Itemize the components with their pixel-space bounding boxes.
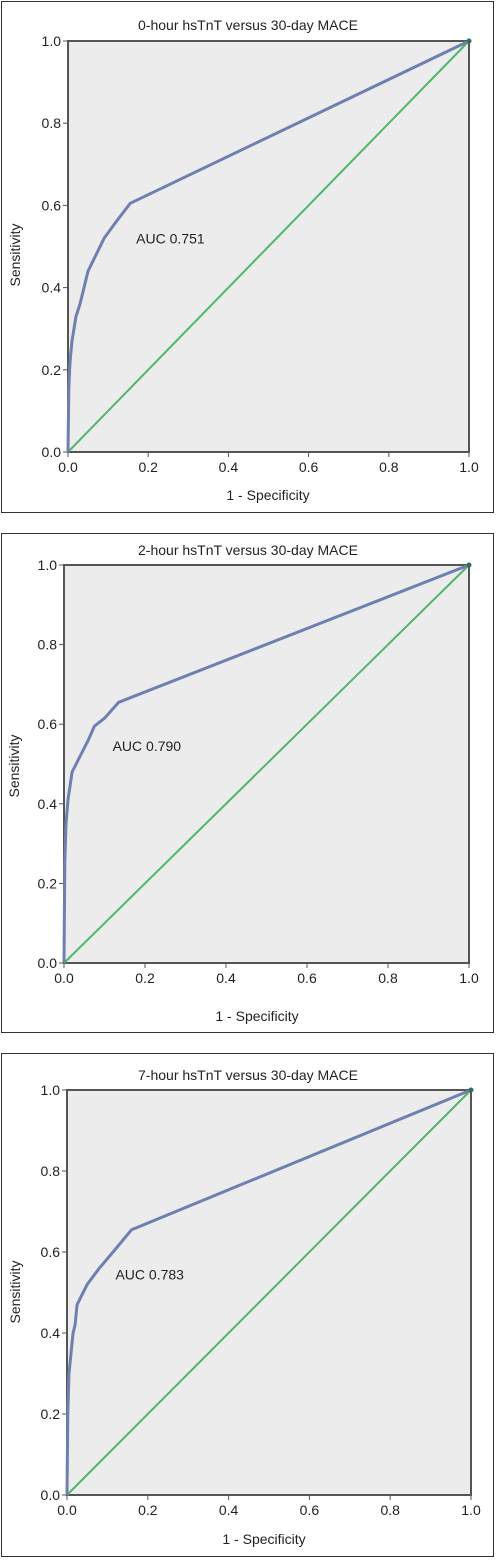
endpoint-marker [466,562,472,568]
roc-chart-7hour: 7-hour hsTnT versus 30-day MACE 0.0 0.2 0.… [1,1053,494,1557]
y-axis-label: Sensitivity [6,734,22,797]
x-tick-label: 0.8 [380,1502,400,1518]
y-tick-label: 0.6 [38,716,58,732]
y-tick-label: 0.6 [41,1244,61,1260]
y-tick-label: 0.6 [42,197,62,213]
x-tick-label: 1.0 [461,1502,481,1518]
x-tick-label: 0.6 [297,970,317,986]
x-axis-label: 1 - Specificity [222,1531,305,1547]
reference-line [63,564,470,964]
y-tick-label: 0.8 [41,1163,61,1179]
x-tick-label: 0.4 [219,1502,239,1518]
y-tick-label: 1.0 [41,1082,61,1098]
x-tick-label: 1.0 [459,459,479,475]
endpoint-marker [466,38,472,44]
x-tick-label: 0.2 [138,459,158,475]
x-tick-label: 0.0 [58,459,78,475]
roc-chart-svg: 2-hour hsTnT versus 30-day MACE 0.0 0.2 0.… [6,542,479,1024]
chart-title: 2-hour hsTnT versus 30-day MACE [138,542,358,558]
roc-curve [66,39,470,453]
x-tick-label: 0.8 [379,459,399,475]
roc-curve [65,1088,472,1496]
y-tick-label: 0.4 [42,280,62,296]
series-group [65,1087,474,1496]
y-tick-label: 0.8 [42,115,62,131]
y-tick-label: 0.0 [42,444,62,460]
roc-chart-svg: 0-hour hsTnT versus 30-day MACE 0.0 0.2 0.… [7,17,479,503]
y-tick-label: 1.0 [38,557,58,573]
x-tick-label: 0.6 [300,1502,320,1518]
x-tick-label: 0.2 [135,970,155,986]
roc-curve [62,563,470,964]
endpoint-marker [468,1087,474,1093]
x-tick-label: 0.4 [219,459,239,475]
y-tick-label: 0.8 [38,637,58,653]
y-tick-label: 0.4 [41,1325,61,1341]
x-tick-label: 1.0 [459,970,479,986]
y-tick-label: 0.2 [41,1406,61,1422]
roc-chart-2hour: 2-hour hsTnT versus 30-day MACE 0.0 0.2 0.… [1,533,494,1033]
roc-chart-svg: 7-hour hsTnT versus 30-day MACE 0.0 0.2 0.… [7,1067,481,1547]
x-tick-label: 0.8 [378,970,398,986]
chart-title: 0-hour hsTnT versus 30-day MACE [138,17,358,33]
y-tick-label: 0.0 [41,1487,61,1503]
auc-annotation: AUC 0.783 [115,1266,184,1282]
y-ticks: 0.0 0.2 0.4 0.6 0.8 1.0 [41,1082,67,1503]
y-tick-label: 0.2 [42,362,62,378]
y-ticks: 0.0 0.2 0.4 0.6 0.8 1.0 [42,33,68,460]
x-tick-label: 0.0 [54,970,74,986]
x-tick-label: 0.2 [138,1502,158,1518]
x-ticks: 0.0 0.2 0.4 0.6 0.8 1.0 [58,452,479,475]
chart-title: 7-hour hsTnT versus 30-day MACE [138,1067,358,1083]
x-axis-label: 1 - Specificity [226,487,309,503]
x-tick-label: 0.6 [299,459,319,475]
y-tick-label: 0.2 [38,875,58,891]
roc-chart-0hour: 0-hour hsTnT versus 30-day MACE 0.0 0.2 0.… [1,1,494,513]
auc-annotation: AUC 0.790 [113,738,182,754]
series-group [66,38,472,453]
x-axis-label: 1 - Specificity [215,1008,298,1024]
y-axis-label: Sensitivity [7,1260,23,1323]
x-ticks: 0.0 0.2 0.4 0.6 0.8 1.0 [57,1495,481,1518]
series-group [62,562,472,964]
y-tick-label: 0.0 [38,955,58,971]
x-tick-label: 0.4 [216,970,236,986]
reference-line [67,40,470,453]
reference-line [66,1089,472,1496]
x-ticks: 0.0 0.2 0.4 0.6 0.8 1.0 [54,963,479,986]
y-tick-label: 1.0 [42,33,62,49]
y-axis-label: Sensitivity [7,223,23,286]
auc-annotation: AUC 0.751 [136,230,205,246]
x-tick-label: 0.0 [57,1502,77,1518]
y-ticks: 0.0 0.2 0.4 0.6 0.8 1.0 [38,557,64,971]
y-tick-label: 0.4 [38,796,58,812]
